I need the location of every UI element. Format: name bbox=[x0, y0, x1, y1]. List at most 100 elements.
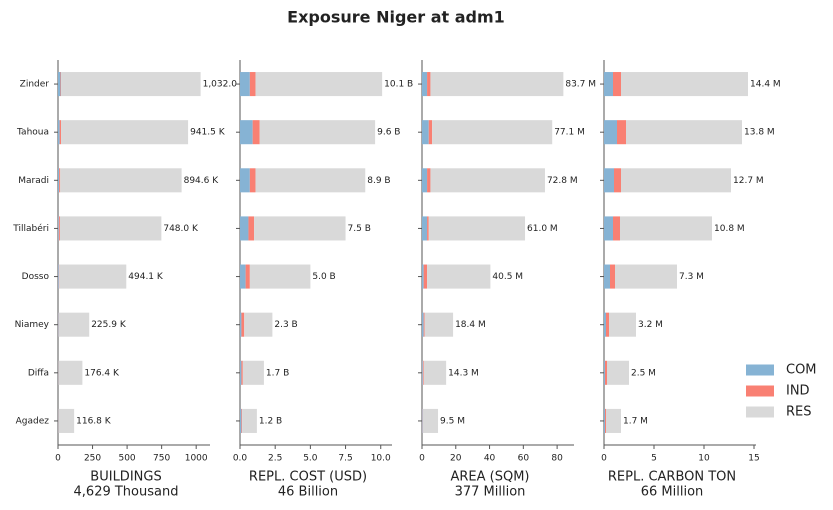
bar-segment bbox=[423, 264, 428, 289]
bar-segment bbox=[422, 168, 428, 193]
bar-segment bbox=[615, 264, 677, 289]
x-tick-label: 20 bbox=[450, 454, 462, 464]
bar-segment bbox=[59, 168, 61, 193]
value-label: 40.5 M bbox=[492, 272, 523, 282]
bar-segment bbox=[428, 120, 433, 145]
value-label: 7.3 M bbox=[679, 272, 704, 282]
bar-segment bbox=[249, 264, 311, 289]
value-label: 83.7 M bbox=[565, 80, 596, 90]
bar-segment bbox=[422, 312, 424, 337]
legend-swatch bbox=[746, 406, 774, 418]
bar-segment bbox=[422, 360, 424, 385]
bar-segment bbox=[422, 72, 428, 97]
y-tick-label: Maradi bbox=[18, 176, 49, 186]
bar-segment bbox=[60, 72, 62, 97]
bar-segment bbox=[620, 216, 712, 241]
value-label: 10.8 M bbox=[714, 224, 745, 234]
bar-segment bbox=[255, 72, 383, 97]
value-label: 3.2 M bbox=[638, 320, 663, 330]
x-tick-label: 10 bbox=[698, 454, 710, 464]
bar-segment bbox=[604, 312, 606, 337]
x-axis-label: 66 Million bbox=[641, 485, 704, 500]
bar-segment bbox=[58, 408, 75, 433]
legend-swatch bbox=[746, 385, 774, 397]
value-label: 9.5 M bbox=[440, 416, 465, 426]
bar-segment bbox=[245, 264, 250, 289]
bar-segment bbox=[428, 216, 526, 241]
bar-segment bbox=[609, 312, 636, 337]
bar-segment bbox=[430, 72, 564, 97]
bar-segment bbox=[604, 408, 605, 433]
value-label: 116.8 K bbox=[76, 416, 112, 426]
bar-segment bbox=[240, 168, 250, 193]
bar-segment bbox=[249, 72, 256, 97]
bar-segment bbox=[423, 360, 447, 385]
y-tick-label: Agadez bbox=[16, 416, 50, 426]
y-tick-label: Tillabéri bbox=[12, 223, 49, 234]
bar-segment bbox=[604, 168, 614, 193]
bar-segment bbox=[240, 216, 249, 241]
bar-segment bbox=[241, 408, 243, 433]
bar-segment bbox=[241, 360, 243, 385]
value-label: 14.4 M bbox=[750, 80, 781, 90]
bar-segment bbox=[58, 72, 61, 97]
x-tick-label: 10.0 bbox=[371, 454, 391, 464]
bar-segment bbox=[424, 312, 454, 337]
bar-segment bbox=[427, 168, 431, 193]
value-label: 225.9 K bbox=[91, 320, 127, 330]
y-tick-label: Diffa bbox=[28, 368, 49, 378]
bar-segment bbox=[254, 216, 346, 241]
x-tick-label: 2.5 bbox=[268, 454, 282, 464]
legend-label: COM bbox=[786, 363, 817, 378]
bar-segment bbox=[604, 264, 610, 289]
bar-segment bbox=[58, 120, 60, 145]
bar-segment bbox=[614, 168, 621, 193]
bar-segment bbox=[604, 72, 613, 97]
bar-segment bbox=[621, 72, 748, 97]
x-tick-label: 0 bbox=[55, 454, 61, 464]
bar-segment bbox=[606, 408, 621, 433]
value-label: 1.2 B bbox=[259, 416, 282, 426]
bar-segment bbox=[606, 312, 609, 337]
value-label: 18.4 M bbox=[455, 320, 486, 330]
x-tick-label: 40 bbox=[484, 454, 496, 464]
value-label: 7.5 B bbox=[348, 224, 371, 234]
chart-title: Exposure Niger at adm1 bbox=[287, 8, 505, 27]
bar-segment bbox=[423, 312, 425, 337]
bar-segment bbox=[422, 264, 424, 289]
x-tick-label: 60 bbox=[518, 454, 530, 464]
bar-segment bbox=[59, 120, 62, 145]
legend-swatch bbox=[746, 364, 774, 376]
bar-segment bbox=[427, 264, 491, 289]
bar-segment bbox=[422, 360, 423, 385]
value-label: 14.3 M bbox=[448, 368, 479, 378]
value-label: 494.1 K bbox=[128, 272, 164, 282]
x-tick-label: 250 bbox=[84, 454, 101, 464]
bar-segment bbox=[422, 408, 423, 433]
bar-segment bbox=[610, 264, 615, 289]
value-label: 10.1 B bbox=[384, 80, 413, 90]
value-label: 13.8 M bbox=[744, 128, 775, 138]
bar-segment bbox=[613, 216, 620, 241]
bar-segment bbox=[605, 360, 607, 385]
y-tick-label: Dosso bbox=[22, 272, 50, 282]
bar-segment bbox=[60, 168, 182, 193]
bar-segment bbox=[241, 312, 245, 337]
bar-segment bbox=[604, 216, 613, 241]
bar-segment bbox=[240, 408, 242, 433]
x-tick-label: 0 bbox=[601, 454, 607, 464]
bar-segment bbox=[242, 360, 264, 385]
bar-segment bbox=[58, 168, 60, 193]
value-label: 1.7 M bbox=[623, 416, 648, 426]
x-tick-label: 5 bbox=[651, 454, 657, 464]
y-tick-label: Tahoua bbox=[16, 128, 49, 138]
bar-segment bbox=[626, 120, 742, 145]
value-label: 2.3 B bbox=[274, 320, 297, 330]
x-axis-label: AREA (SQM) bbox=[450, 470, 529, 485]
bar-segment bbox=[240, 312, 242, 337]
bar-segment bbox=[621, 168, 731, 193]
bar-segment bbox=[240, 360, 242, 385]
bar-segment bbox=[422, 120, 429, 145]
bar-segment bbox=[240, 264, 246, 289]
value-label: 176.4 K bbox=[84, 368, 120, 378]
